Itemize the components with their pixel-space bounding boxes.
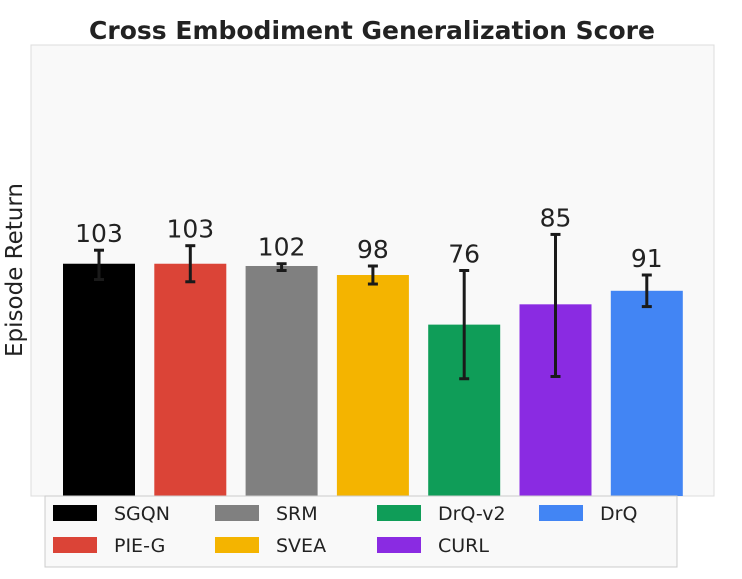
legend-swatch-sgqn [53,505,97,521]
value-label-srm: 102 [258,233,306,262]
bar-drq [610,290,683,496]
legend-label-srm: SRM [276,503,318,525]
legend-label-pie-g: PIE-G [114,535,165,557]
value-label-pie-g: 103 [166,215,214,244]
legend: SGQN SRM DrQ-v2 DrQ PIE-G SVEA CURL [44,495,678,568]
legend-label-drq: DrQ [600,503,637,525]
value-label-curl: 85 [540,203,572,232]
legend-swatch-curl [377,537,421,553]
bar-srm [245,265,318,496]
legend-label-curl: CURL [438,535,489,557]
bar-pie-g [154,263,227,496]
value-label-drq-v2: 76 [448,240,480,269]
value-label-svea: 98 [357,235,389,264]
bars-group: 103 103 102 98 76 85 91 [63,203,683,496]
value-label-drq: 91 [631,244,663,273]
legend-swatch-svea [215,537,259,553]
legend-label-sgqn: SGQN [114,503,170,525]
chart-title: Cross Embodiment Generalization Score [89,16,655,45]
legend-swatch-drq-v2 [377,505,421,521]
bar-sgqn [63,263,135,496]
legend-swatch-srm [215,505,259,521]
legend-swatch-pie-g [53,537,97,553]
bar-svea [336,275,409,496]
value-label-sgqn: 103 [75,219,123,248]
legend-swatch-drq [539,505,583,521]
legend-label-drq-v2: DrQ-v2 [438,503,506,525]
legend-label-svea: SVEA [276,535,326,557]
y-axis-label: Episode Return [2,183,28,357]
